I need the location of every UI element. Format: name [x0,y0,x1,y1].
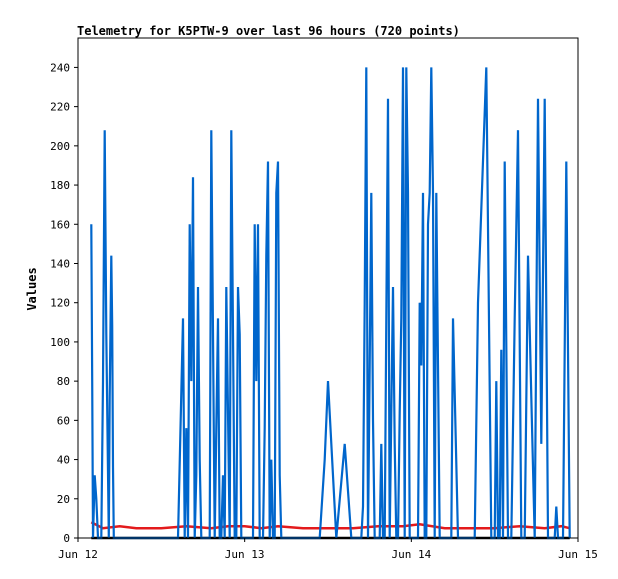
series-line-3 [90,67,571,540]
y-tick-label: 80 [57,375,70,388]
y-tick-label: 0 [63,532,70,545]
plot-area-frame [77,37,579,539]
x-tick-label: Jun 15 [558,548,598,561]
x-tick-label: Jun 12 [58,548,98,561]
y-tick-label: 180 [50,179,70,192]
y-tick-label: 60 [57,414,70,427]
y-tick-label: 240 [50,61,70,74]
x-tick-label: Jun 13 [225,548,265,561]
y-tick-label: 200 [50,140,70,153]
y-tick-label: 20 [57,493,70,506]
y-tick-label: 220 [50,101,70,114]
series-layer [90,67,571,540]
y-tick-label: 40 [57,454,70,467]
x-tick-label: Jun 14 [391,548,431,561]
y-axis: 0 20 40 60 80 100 120 140 160 180 200 220 240 [50,61,78,545]
y-tick-label: 160 [50,218,70,231]
chart-title: Telemetry for K5PTW-9 over last 96 hours… [77,24,460,38]
y-tick-label: 140 [50,257,70,270]
y-axis-label: Values [25,267,39,310]
y-tick-label: 100 [50,336,70,349]
y-tick-label: 120 [50,297,70,310]
x-axis: Jun 12 Jun 13 Jun 14 Jun 15 [58,538,598,561]
